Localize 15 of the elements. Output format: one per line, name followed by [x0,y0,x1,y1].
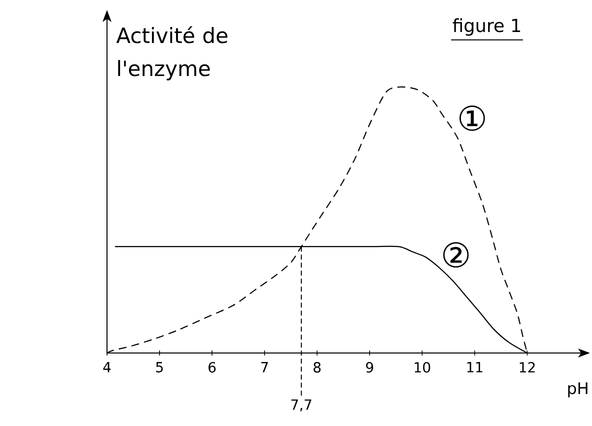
x-tick-label: 4 [103,362,111,372]
x-tick-label: 6 [208,362,216,373]
x-tick-label: 12 [520,362,535,372]
x-axis-title: pH [568,382,588,398]
series-label: ② [443,242,469,268]
annotation: 7,7 [291,399,312,412]
x-tick-label: 7 [261,362,268,372]
x-tick-label: 11 [467,362,482,372]
x-tick-label: 8 [314,362,321,373]
x-tick-label: 9 [366,362,374,373]
chart-title: figure 1 [452,18,520,36]
series-label: ① [459,105,485,131]
x-tick-label: 5 [156,362,163,372]
y-axis-title: Activité de l'enzyme [116,26,228,80]
x-tick-label: 10 [414,362,430,373]
